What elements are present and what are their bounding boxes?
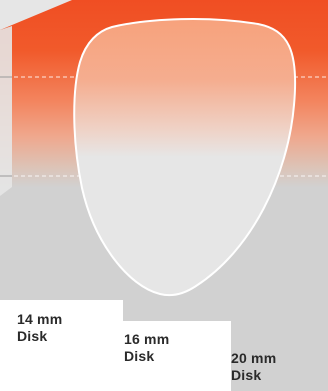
disk-label-20mm: 20 mm Disk bbox=[231, 350, 276, 384]
disk-unit-16mm: Disk bbox=[124, 348, 155, 364]
lens-shape bbox=[73, 18, 297, 297]
left-strip bbox=[0, 26, 12, 196]
disk-size-16mm: 16 mm bbox=[124, 331, 170, 347]
disk-label-16mm: 16 mm Disk bbox=[124, 331, 169, 365]
disk-size-14mm: 14 mm bbox=[17, 311, 63, 327]
disk-size-20mm: 20 mm bbox=[231, 350, 277, 366]
corner-wedge bbox=[0, 0, 72, 30]
disk-unit-14mm: Disk bbox=[17, 328, 48, 344]
disk-unit-20mm: Disk bbox=[231, 367, 262, 383]
disk-label-14mm: 14 mm Disk bbox=[17, 311, 62, 345]
